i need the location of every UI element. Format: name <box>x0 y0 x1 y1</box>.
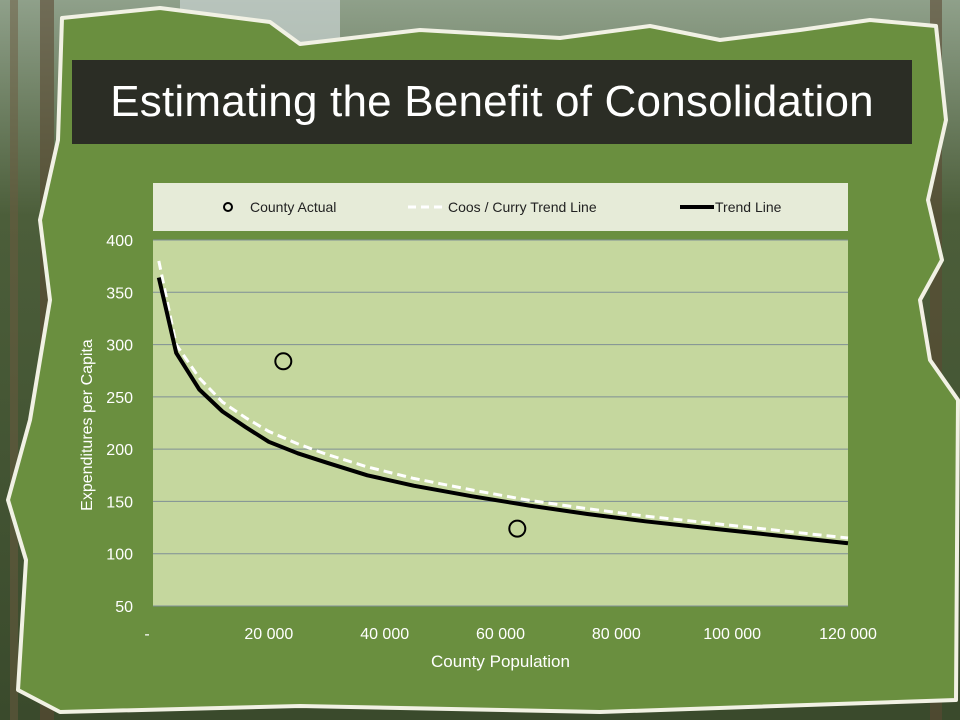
legend-box <box>153 183 848 231</box>
y-tick-label: 250 <box>106 390 133 407</box>
y-tick-label: 150 <box>106 494 133 511</box>
y-tick-label: 350 <box>106 285 133 302</box>
legend: County Actual Coos / Curry Trend Line Tren… <box>153 183 848 231</box>
y-tick-label: 50 <box>115 599 133 616</box>
slide-title: Estimating the Benefit of Consolidation <box>110 77 874 126</box>
y-tick-label: 300 <box>106 338 133 355</box>
title-bar: Estimating the Benefit of Consolidation <box>72 60 912 144</box>
axes: 50 100 150 200 250 300 350 400 - 20 000 40 000 60 0… <box>79 233 877 671</box>
y-tick-label: 100 <box>106 547 133 564</box>
x-axis-title: County Population <box>431 652 570 671</box>
y-tick-label: 400 <box>106 233 133 250</box>
y-tick-label: 200 <box>106 442 133 459</box>
legend-marker-circle <box>223 202 233 212</box>
county-actual-point <box>508 519 527 538</box>
county-actual-point <box>274 352 293 371</box>
legend-label: Coos / Curry Trend Line <box>448 199 597 215</box>
x-tick-label: 40 000 <box>360 626 409 643</box>
legend-label: County Actual <box>250 199 336 215</box>
trend-line <box>156 277 849 546</box>
plot-background <box>153 240 848 606</box>
x-tick-label: 20 000 <box>244 626 293 643</box>
x-tick-label: - <box>144 626 149 643</box>
x-tick-label: 80 000 <box>592 626 641 643</box>
x-tick-label: 120 000 <box>819 626 877 643</box>
y-axis-title: Expenditures per Capita <box>79 339 96 511</box>
plot-area <box>153 239 849 607</box>
coos-curry-trend-line <box>157 260 849 540</box>
x-tick-label: 60 000 <box>476 626 525 643</box>
x-tick-label: 100 000 <box>703 626 761 643</box>
legend-label: Trend Line <box>715 199 782 215</box>
